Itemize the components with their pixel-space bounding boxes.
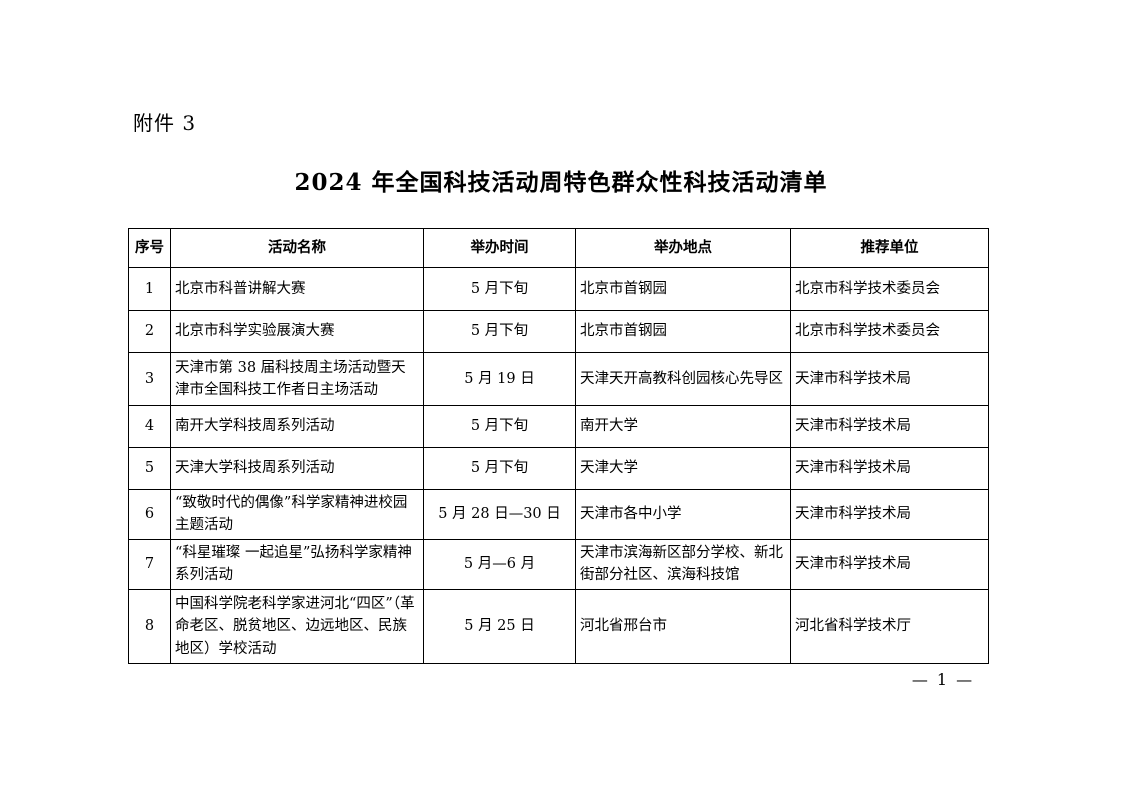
table-row: 3 天津市第 38 届科技周主场活动暨天津市全国科技工作者日主场活动 5 月 1… bbox=[128, 352, 989, 406]
cell-activity-name: 北京市科普讲解大赛 bbox=[170, 267, 424, 311]
cell-recommender: 天津市科学技术局 bbox=[790, 489, 989, 540]
table-row: 6 “致敬时代的偶像”科学家精神进校园主题活动 5 月 28 日—30 日 天津… bbox=[128, 489, 989, 540]
cell-location: 天津市滨海新区部分学校、新北街部分社区、滨海科技馆 bbox=[575, 538, 791, 590]
cell-activity-name: 天津市第 38 届科技周主场活动暨天津市全国科技工作者日主场活动 bbox=[170, 352, 424, 406]
cell-recommender: 河北省科学技术厅 bbox=[790, 588, 989, 664]
table-row: 4 南开大学科技周系列活动 5 月下旬 南开大学 天津市科学技术局 bbox=[128, 405, 989, 448]
cell-serial-number: 6 bbox=[128, 489, 171, 540]
activity-table: 序号 活动名称 举办时间 举办地点 推荐单位 1 北京市科普讲解大赛 5 月下旬… bbox=[128, 228, 989, 664]
cell-activity-name: “科星璀璨 一起追星”弘扬科学家精神系列活动 bbox=[170, 538, 424, 590]
cell-serial-number: 4 bbox=[128, 405, 171, 448]
header-location: 举办地点 bbox=[575, 228, 791, 268]
table-header-row: 序号 活动名称 举办时间 举办地点 推荐单位 bbox=[128, 228, 989, 268]
table-row: 5 天津大学科技周系列活动 5 月下旬 天津大学 天津市科学技术局 bbox=[128, 447, 989, 490]
header-time: 举办时间 bbox=[423, 228, 576, 268]
cell-serial-number: 3 bbox=[128, 352, 171, 406]
cell-time: 5 月下旬 bbox=[423, 267, 576, 311]
cell-time: 5 月下旬 bbox=[423, 310, 576, 353]
cell-time: 5 月下旬 bbox=[423, 447, 576, 490]
cell-activity-name: 中国科学院老科学家进河北“四区”（革命老区、脱贫地区、边远地区、民族地区）学校活… bbox=[170, 588, 424, 664]
table-row: 2 北京市科学实验展演大赛 5 月下旬 北京市首钢园 北京市科学技术委员会 bbox=[128, 310, 989, 353]
cell-activity-name: 天津大学科技周系列活动 bbox=[170, 447, 424, 490]
cell-location: 天津天开高教科创园核心先导区 bbox=[575, 352, 791, 406]
cell-location: 南开大学 bbox=[575, 405, 791, 448]
header-activity-name: 活动名称 bbox=[170, 228, 424, 268]
cell-activity-name: 南开大学科技周系列活动 bbox=[170, 405, 424, 448]
attachment-label: 附件 3 bbox=[133, 111, 197, 135]
cell-time: 5 月 25 日 bbox=[423, 588, 576, 664]
header-serial-number: 序号 bbox=[128, 228, 171, 268]
cell-serial-number: 8 bbox=[128, 588, 171, 664]
table-row: 7 “科星璀璨 一起追星”弘扬科学家精神系列活动 5 月—6 月 天津市滨海新区… bbox=[128, 538, 989, 590]
activity-table-container: 序号 活动名称 举办时间 举办地点 推荐单位 1 北京市科普讲解大赛 5 月下旬… bbox=[128, 228, 989, 664]
cell-time: 5 月—6 月 bbox=[423, 538, 576, 590]
cell-time: 5 月 28 日—30 日 bbox=[423, 489, 576, 540]
cell-serial-number: 1 bbox=[128, 267, 171, 311]
cell-recommender: 天津市科学技术局 bbox=[790, 352, 989, 406]
cell-recommender: 天津市科学技术局 bbox=[790, 538, 989, 590]
cell-recommender: 天津市科学技术局 bbox=[790, 447, 989, 490]
cell-recommender: 北京市科学技术委员会 bbox=[790, 267, 989, 311]
table-row: 8 中国科学院老科学家进河北“四区”（革命老区、脱贫地区、边远地区、民族地区）学… bbox=[128, 588, 989, 664]
cell-location: 北京市首钢园 bbox=[575, 267, 791, 311]
cell-location: 河北省邢台市 bbox=[575, 588, 791, 664]
cell-activity-name: “致敬时代的偶像”科学家精神进校园主题活动 bbox=[170, 489, 424, 540]
cell-serial-number: 5 bbox=[128, 447, 171, 490]
cell-serial-number: 7 bbox=[128, 538, 171, 590]
cell-location: 天津市各中小学 bbox=[575, 489, 791, 540]
cell-activity-name: 北京市科学实验展演大赛 bbox=[170, 310, 424, 353]
cell-time: 5 月 19 日 bbox=[423, 352, 576, 406]
header-recommender: 推荐单位 bbox=[790, 228, 989, 268]
cell-recommender: 北京市科学技术委员会 bbox=[790, 310, 989, 353]
cell-serial-number: 2 bbox=[128, 310, 171, 353]
cell-location: 天津大学 bbox=[575, 447, 791, 490]
page-number: — 1 — bbox=[911, 670, 975, 689]
table-row: 1 北京市科普讲解大赛 5 月下旬 北京市首钢园 北京市科学技术委员会 bbox=[128, 267, 989, 311]
page-title: 2024 年全国科技活动周特色群众性科技活动清单 bbox=[294, 169, 828, 196]
cell-location: 北京市首钢园 bbox=[575, 310, 791, 353]
cell-time: 5 月下旬 bbox=[423, 405, 576, 448]
cell-recommender: 天津市科学技术局 bbox=[790, 405, 989, 448]
